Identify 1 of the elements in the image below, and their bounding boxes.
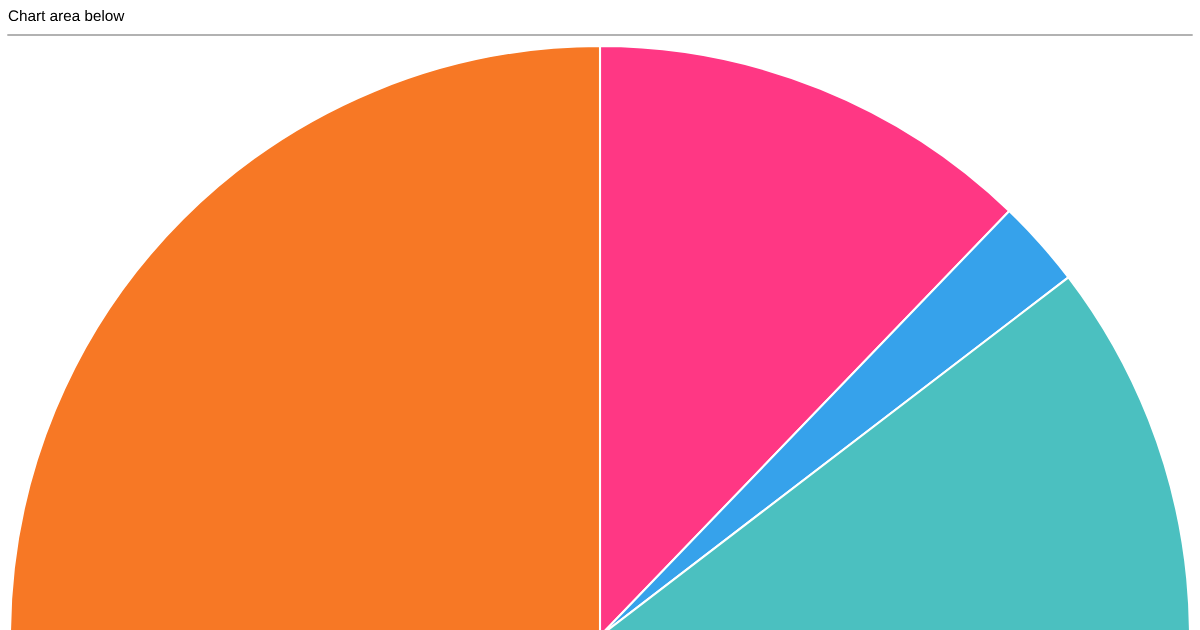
chart-title: Chart area below <box>8 9 125 22</box>
